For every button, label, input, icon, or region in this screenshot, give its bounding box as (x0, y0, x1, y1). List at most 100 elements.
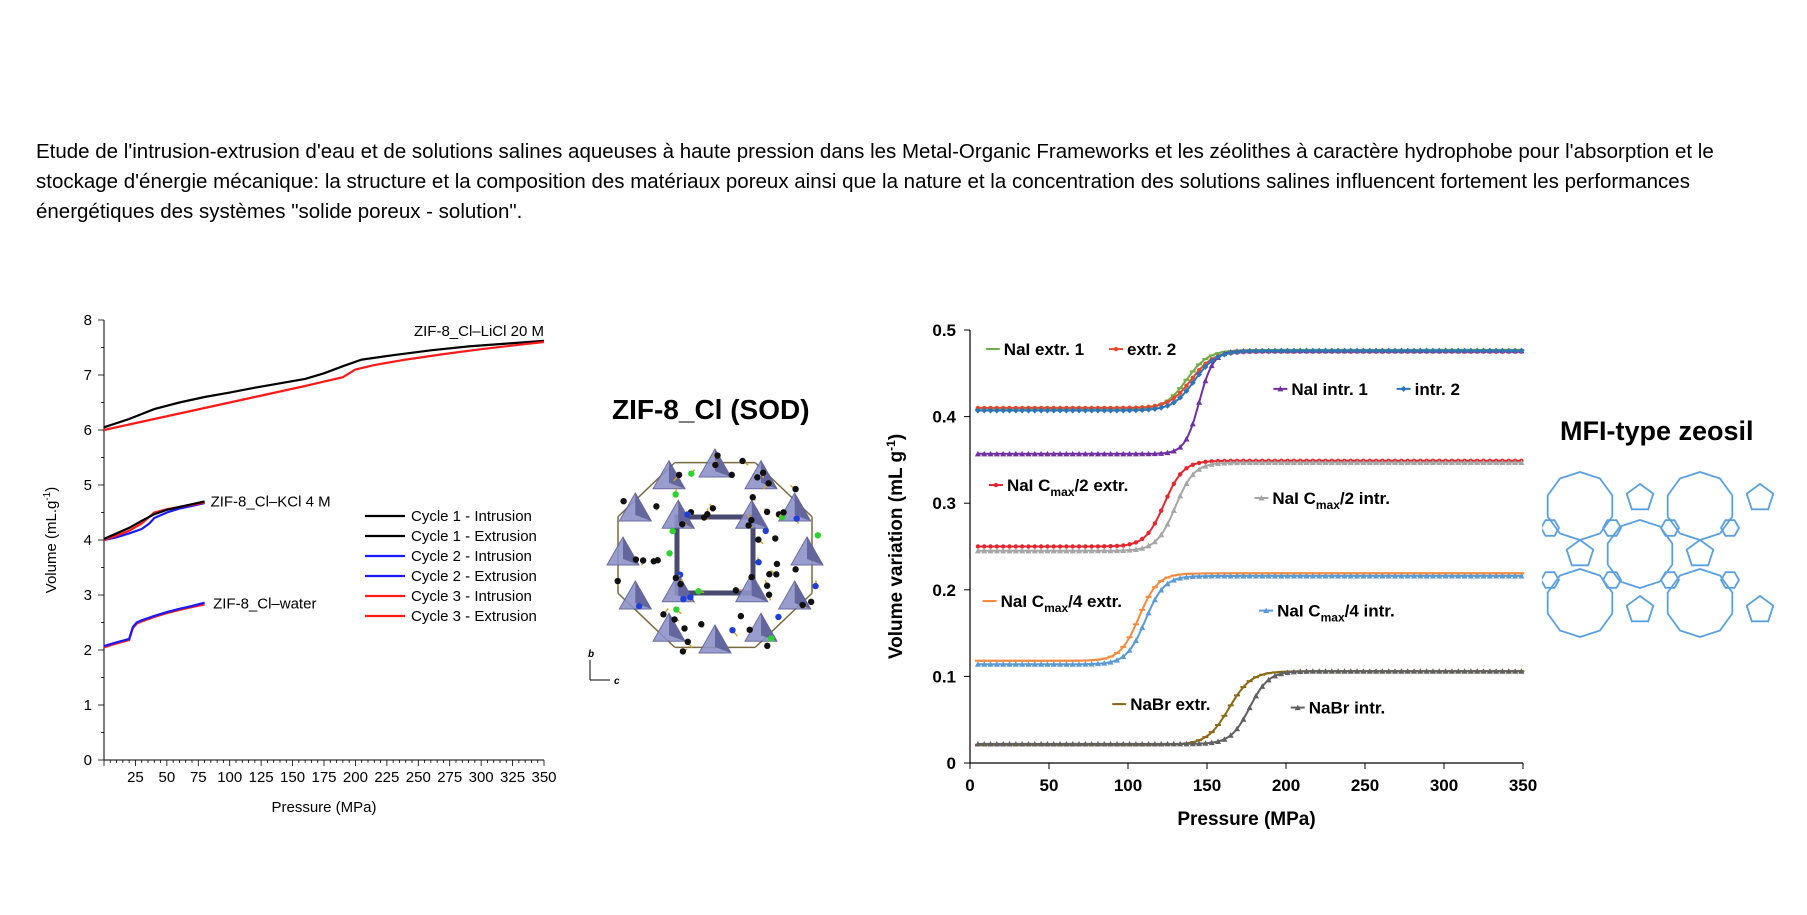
data-point (1120, 740, 1127, 747)
data-point (1088, 407, 1095, 414)
data-point (1164, 449, 1171, 456)
data-point (1347, 572, 1354, 579)
atom (763, 508, 771, 516)
atom (749, 494, 756, 501)
y-tick-label: 6 (84, 422, 92, 439)
atom (672, 491, 679, 498)
five-ring (1565, 538, 1595, 567)
x-tick-label: 325 (500, 769, 525, 786)
data-point (1234, 349, 1241, 356)
data-point (1038, 661, 1045, 667)
atom (812, 582, 819, 590)
data-point (1518, 572, 1525, 579)
legend-entry: extr. 2 (1109, 340, 1176, 359)
data-point (1474, 459, 1481, 465)
series-2 (974, 347, 1525, 457)
data-point (1189, 573, 1196, 580)
data-point (1045, 544, 1050, 549)
data-point (1088, 660, 1095, 667)
x-tick-label: 150 (1193, 776, 1221, 795)
data-point (1499, 347, 1506, 354)
data-point (1385, 572, 1392, 579)
data-point (1474, 572, 1481, 579)
data-point (1385, 347, 1392, 354)
atom (763, 582, 771, 589)
data-point (1183, 435, 1190, 442)
axis-c-label: c (614, 676, 620, 687)
data-point (1335, 668, 1342, 674)
data-point (1309, 347, 1316, 354)
data-point (987, 661, 994, 667)
data-point (1177, 575, 1184, 581)
data-point (1050, 547, 1057, 554)
data-point (1246, 704, 1253, 711)
y-axis-title: Volume (mL.g-1) (42, 487, 60, 593)
data-point (1373, 572, 1380, 579)
five-ring (1625, 594, 1655, 623)
data-point (975, 544, 981, 549)
data-point (1038, 547, 1045, 554)
data-point (1025, 407, 1032, 414)
data-point (1429, 347, 1436, 354)
data-point (1448, 572, 1455, 579)
atom (695, 588, 702, 595)
data-point (1221, 736, 1228, 742)
data-point (1120, 450, 1127, 457)
data-point (1026, 544, 1031, 549)
data-point (1164, 740, 1171, 747)
data-point (1467, 572, 1474, 579)
data-point (1493, 347, 1500, 354)
data-point (1316, 347, 1323, 354)
data-point (1189, 420, 1196, 427)
data-point (1063, 740, 1070, 747)
data-point (1518, 347, 1525, 354)
data-point (1379, 459, 1386, 465)
data-point (1423, 572, 1430, 579)
y-tick-label: 0 (84, 752, 92, 769)
data-point (993, 661, 1000, 667)
data-point (1057, 407, 1064, 414)
atom (775, 613, 782, 621)
data-point (1177, 740, 1184, 747)
atom (792, 566, 799, 573)
data-point (1467, 347, 1474, 354)
data-point (1297, 572, 1304, 579)
data-point (1082, 547, 1089, 554)
series-4 (975, 458, 1524, 549)
series-line-1 (103, 340, 545, 432)
data-point (1271, 347, 1278, 354)
series-6 (974, 572, 1525, 662)
atom (739, 457, 746, 465)
data-point (1164, 402, 1171, 409)
data-point (1139, 624, 1146, 630)
data-point (1271, 459, 1278, 466)
data-point (1335, 347, 1342, 354)
data-point (1265, 676, 1272, 683)
data-point (1398, 459, 1405, 465)
data-point (1140, 536, 1145, 542)
data-point (1290, 459, 1297, 465)
y-tick-label: 0.2 (932, 581, 956, 600)
x-tick-label: 25 (127, 769, 144, 786)
data-point (1177, 390, 1183, 396)
data-point (1284, 572, 1291, 579)
data-point (1221, 351, 1228, 358)
data-point (1151, 538, 1158, 545)
x-tick-label: 300 (469, 769, 494, 786)
legend-entry: NaI Cmax/2 intr. (1254, 489, 1390, 512)
atom (745, 522, 752, 529)
data-point (1379, 347, 1386, 354)
data-point (1050, 740, 1057, 747)
data-point (988, 544, 993, 549)
data-point (1038, 450, 1045, 457)
zn-tetrahedron-face (635, 493, 652, 521)
data-point (1038, 544, 1044, 549)
data-point (1102, 544, 1107, 549)
chart-volume-variation-vs-pressure: 0 50 100 150 200 250 300 350 0 0.1 0.2 0.3 0.4 0.5 Pre… (884, 321, 1537, 830)
data-point (1132, 637, 1139, 644)
data-point (1448, 459, 1455, 465)
data-point (1512, 459, 1519, 465)
data-point (994, 544, 1000, 549)
data-point (1322, 668, 1329, 674)
data-point (1012, 740, 1019, 747)
